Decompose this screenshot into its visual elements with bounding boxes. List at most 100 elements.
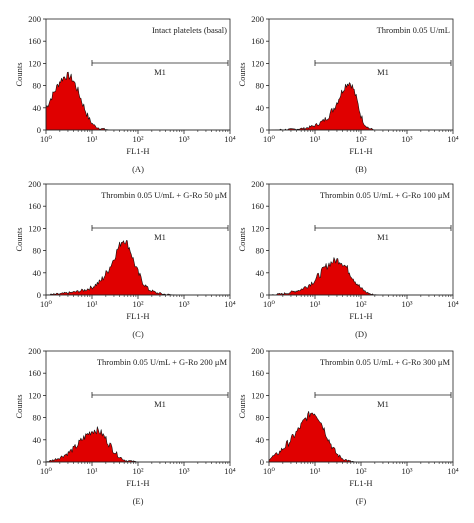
panel-label: (A) — [132, 164, 144, 174]
chart-panel: 0 40 80 120 160 200 10⁰ 10¹ 10² 10³ 10⁴ FL1-H Counts… — [14, 14, 236, 174]
x-tick-label: 10² — [132, 466, 144, 476]
x-tick-label: 10³ — [178, 299, 190, 309]
x-tick-label: 10² — [355, 466, 367, 476]
gate-label: M1 — [377, 232, 389, 242]
x-tick-label: 10³ — [401, 299, 413, 309]
y-tick-label: 160 — [251, 36, 264, 46]
y-tick-label: 80 — [33, 413, 42, 423]
x-tick-label: 10⁴ — [224, 299, 236, 309]
plot-frame — [268, 183, 454, 296]
y-axis-title: Counts — [14, 394, 24, 418]
x-tick-label: 10² — [355, 299, 367, 309]
y-tick-label: 40 — [33, 268, 42, 278]
y-tick-label: 200 — [251, 14, 264, 24]
y-tick-label: 80 — [256, 81, 265, 91]
histogram-area — [45, 71, 231, 131]
histogram-area — [45, 240, 231, 296]
x-tick-label: 10³ — [401, 134, 413, 144]
gate-label: M1 — [154, 67, 166, 77]
y-tick-label: 0 — [260, 290, 264, 300]
x-tick-label: 10² — [355, 134, 367, 144]
panel-label: (D) — [355, 329, 367, 339]
y-axis-title: Counts — [237, 227, 247, 251]
y-tick-label: 0 — [37, 290, 41, 300]
y-tick-label: 80 — [256, 246, 265, 256]
y-tick-label: 120 — [251, 223, 264, 233]
x-tick-label: 10⁴ — [224, 134, 236, 144]
x-tick-label: 10² — [132, 299, 144, 309]
chart-panel: 0 40 80 120 160 200 10⁰ 10¹ 10² 10³ 10⁴ FL1-H Counts… — [237, 346, 459, 506]
x-tick-label: 10³ — [178, 466, 190, 476]
x-tick-label: 10³ — [178, 134, 190, 144]
y-tick-label: 80 — [33, 246, 42, 256]
plot-frame — [45, 350, 231, 463]
panel-annotation: Intact platelets (basal) — [152, 25, 227, 35]
panel-annotation: Thrombin 0.05 U/mL — [377, 25, 450, 35]
histogram-area — [268, 82, 454, 131]
x-tick-label: 10¹ — [309, 134, 321, 144]
y-tick-label: 0 — [37, 125, 41, 135]
y-axis-title: Counts — [237, 394, 247, 418]
y-tick-label: 160 — [28, 201, 41, 211]
panel-label: (B) — [355, 164, 367, 174]
plot-frame — [268, 18, 454, 131]
y-tick-label: 160 — [28, 368, 41, 378]
y-tick-label: 200 — [251, 179, 264, 189]
x-tick-label: 10⁰ — [40, 134, 53, 144]
y-tick-label: 120 — [28, 390, 41, 400]
panel-label: (C) — [132, 329, 144, 339]
y-tick-label: 0 — [37, 457, 41, 467]
y-tick-label: 0 — [260, 125, 264, 135]
y-tick-label: 200 — [28, 346, 41, 356]
x-tick-label: 10⁴ — [447, 134, 459, 144]
y-tick-label: 80 — [256, 413, 265, 423]
x-axis-title: FL1-H — [126, 478, 149, 488]
y-tick-label: 40 — [256, 103, 265, 113]
gate-label: M1 — [377, 399, 389, 409]
x-tick-label: 10³ — [401, 466, 413, 476]
y-tick-label: 160 — [28, 36, 41, 46]
y-axis-title: Counts — [14, 227, 24, 251]
x-tick-label: 10¹ — [86, 299, 98, 309]
y-tick-label: 120 — [28, 223, 41, 233]
y-tick-label: 200 — [251, 346, 264, 356]
y-tick-label: 160 — [251, 201, 264, 211]
x-tick-label: 10² — [132, 134, 144, 144]
chart-panel: 0 40 80 120 160 200 10⁰ 10¹ 10² 10³ 10⁴ FL1-H Counts… — [14, 179, 236, 339]
x-tick-label: 10⁴ — [224, 466, 236, 476]
gate-label: M1 — [154, 232, 166, 242]
histogram-area — [45, 426, 231, 463]
x-axis-title: FL1-H — [126, 311, 149, 321]
y-tick-label: 40 — [33, 435, 42, 445]
gate-label: M1 — [377, 67, 389, 77]
gate-label: M1 — [154, 399, 166, 409]
x-tick-label: 10⁴ — [447, 466, 459, 476]
y-tick-label: 80 — [33, 81, 42, 91]
panel-annotation: Thrombin 0.05 U/mL + G-Ro 50 μM — [101, 190, 227, 200]
x-axis-title: FL1-H — [349, 146, 372, 156]
x-tick-label: 10⁰ — [40, 299, 53, 309]
x-tick-label: 10¹ — [309, 466, 321, 476]
x-tick-label: 10¹ — [309, 299, 321, 309]
y-tick-label: 120 — [28, 58, 41, 68]
chart-panel: 0 40 80 120 160 200 10⁰ 10¹ 10² 10³ 10⁴ FL1-H Counts… — [237, 179, 459, 339]
y-tick-label: 120 — [251, 390, 264, 400]
x-axis-title: FL1-H — [349, 478, 372, 488]
x-tick-label: 10⁰ — [40, 466, 53, 476]
panel-annotation: Thrombin 0.05 U/mL + G-Ro 300 μM — [320, 357, 451, 367]
y-tick-label: 120 — [251, 58, 264, 68]
chart-panel: 0 40 80 120 160 200 10⁰ 10¹ 10² 10³ 10⁴ FL1-H Counts… — [14, 346, 236, 506]
y-axis-title: Counts — [14, 62, 24, 86]
x-tick-label: 10⁴ — [447, 299, 459, 309]
x-tick-label: 10¹ — [86, 134, 98, 144]
x-axis-title: FL1-H — [126, 146, 149, 156]
panel-annotation: Thrombin 0.05 U/mL + G-Ro 200 μM — [97, 357, 228, 367]
y-tick-label: 200 — [28, 14, 41, 24]
x-tick-label: 10⁰ — [263, 134, 276, 144]
chart-panel: 0 40 80 120 160 200 10⁰ 10¹ 10² 10³ 10⁴ FL1-H Counts… — [237, 14, 459, 174]
panel-label: (E) — [133, 496, 144, 506]
y-tick-label: 200 — [28, 179, 41, 189]
histogram-area — [268, 411, 454, 463]
x-tick-label: 10¹ — [86, 466, 98, 476]
